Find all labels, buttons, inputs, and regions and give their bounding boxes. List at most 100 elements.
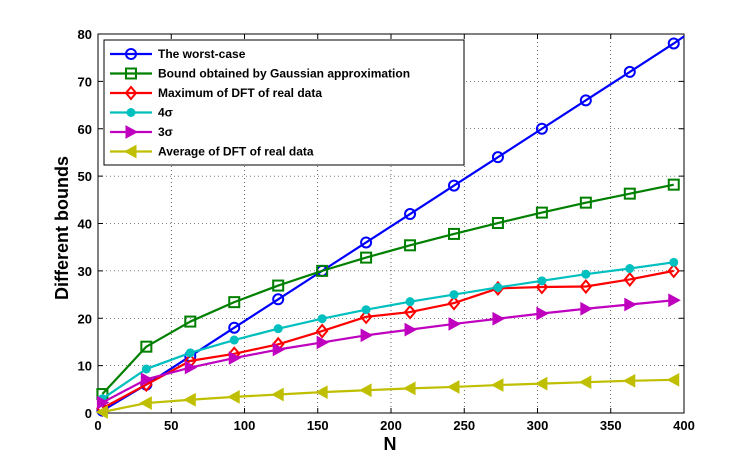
x-tick-label: 350 [600, 418, 622, 433]
data-point [359, 383, 372, 398]
data-point [95, 405, 108, 419]
data-point [272, 293, 285, 306]
data-point [448, 317, 462, 331]
data-point [184, 360, 198, 375]
data-point [446, 380, 460, 394]
data-point [229, 335, 239, 345]
data-point [141, 364, 151, 374]
legend-marker [123, 144, 137, 159]
data-point [184, 315, 197, 328]
y-tick-label: 0 [85, 406, 92, 421]
data-point [578, 375, 592, 390]
data-point [183, 392, 196, 407]
data-point [623, 187, 636, 200]
legend-marker [124, 85, 138, 101]
data-point [361, 305, 371, 315]
data-point [580, 301, 593, 316]
data-point [492, 311, 505, 326]
series-6 [95, 372, 680, 419]
data-point [140, 372, 154, 387]
y-axis-title: Different bounds [52, 156, 72, 300]
data-point [449, 290, 459, 300]
series-line [101, 269, 674, 410]
data-point [315, 323, 329, 339]
data-point [317, 314, 327, 324]
series-3 [96, 263, 681, 416]
data-point [667, 178, 680, 191]
x-tick-label: 300 [527, 418, 549, 433]
series-line [101, 183, 674, 395]
legend: The worst-case Bound obtained by Gaussian… [103, 39, 465, 166]
data-point [536, 306, 549, 321]
series-line [102, 378, 674, 414]
data-point [447, 179, 460, 192]
data-point [227, 390, 240, 404]
data-point [228, 321, 241, 334]
data-point [623, 271, 637, 287]
data-point [96, 395, 110, 410]
data-point [360, 236, 373, 249]
data-point [315, 385, 328, 399]
legend-item: 4σ [110, 106, 173, 120]
x-axis-title: N [384, 434, 397, 454]
legend-label: The worst-case [158, 47, 246, 61]
data-point [667, 263, 681, 279]
data-point [535, 206, 548, 219]
data-point [579, 94, 592, 107]
data-point [185, 348, 195, 358]
y-tick-label: 50 [78, 169, 92, 184]
y-tick-label: 10 [78, 359, 92, 374]
data-point [228, 296, 241, 309]
y-tick-label: 30 [78, 264, 92, 279]
x-tick-label: 150 [307, 418, 329, 433]
data-point [139, 396, 152, 410]
data-point [579, 278, 593, 295]
x-tick-label: 250 [453, 418, 475, 433]
y-tick-label: 40 [78, 217, 92, 232]
legend-label: 4σ [158, 106, 173, 120]
legend-marker [125, 48, 137, 60]
data-point [669, 257, 679, 267]
legend-box [103, 39, 465, 166]
data-point [537, 276, 547, 286]
y-tick-label: 20 [78, 311, 92, 326]
data-point [447, 295, 461, 311]
x-tick-label: 0 [94, 418, 101, 433]
data-point [228, 351, 242, 365]
x-tick-label: 50 [164, 418, 178, 433]
legend-label: Average of DFT of real data [158, 145, 314, 159]
series-line [101, 261, 674, 400]
data-point [534, 376, 548, 391]
x-tick-label: 200 [380, 418, 402, 433]
data-point [579, 196, 592, 209]
x-tick-label: 400 [673, 418, 695, 433]
data-point [403, 304, 417, 320]
data-point [447, 227, 460, 240]
legend-label: Maximum of DFT of real data [158, 86, 322, 100]
axis-ticks: 0 50 100 150 200 250 300 350 400 0 10 20 30 40 50 60 70 8… [78, 27, 695, 433]
data-point [535, 279, 549, 295]
data-point [667, 37, 680, 50]
data-point [404, 208, 417, 221]
data-point [535, 122, 548, 135]
data-point [668, 293, 681, 308]
data-point [623, 65, 636, 78]
data-point [316, 264, 329, 277]
series-line [101, 35, 685, 412]
data-point [360, 251, 373, 264]
legend-marker [125, 67, 137, 80]
data-point [404, 322, 418, 337]
data-point [404, 239, 417, 252]
data-point [625, 264, 635, 274]
series-4 [97, 257, 679, 404]
data-point [624, 297, 637, 312]
data-point [273, 324, 283, 334]
x-tick-label: 100 [234, 418, 256, 433]
legend-item: The worst-case [110, 47, 246, 61]
legend-label: 3σ [158, 125, 173, 139]
legend-marker [126, 108, 136, 117]
data-point [493, 282, 503, 292]
data-point [622, 373, 636, 388]
data-point [360, 328, 374, 343]
